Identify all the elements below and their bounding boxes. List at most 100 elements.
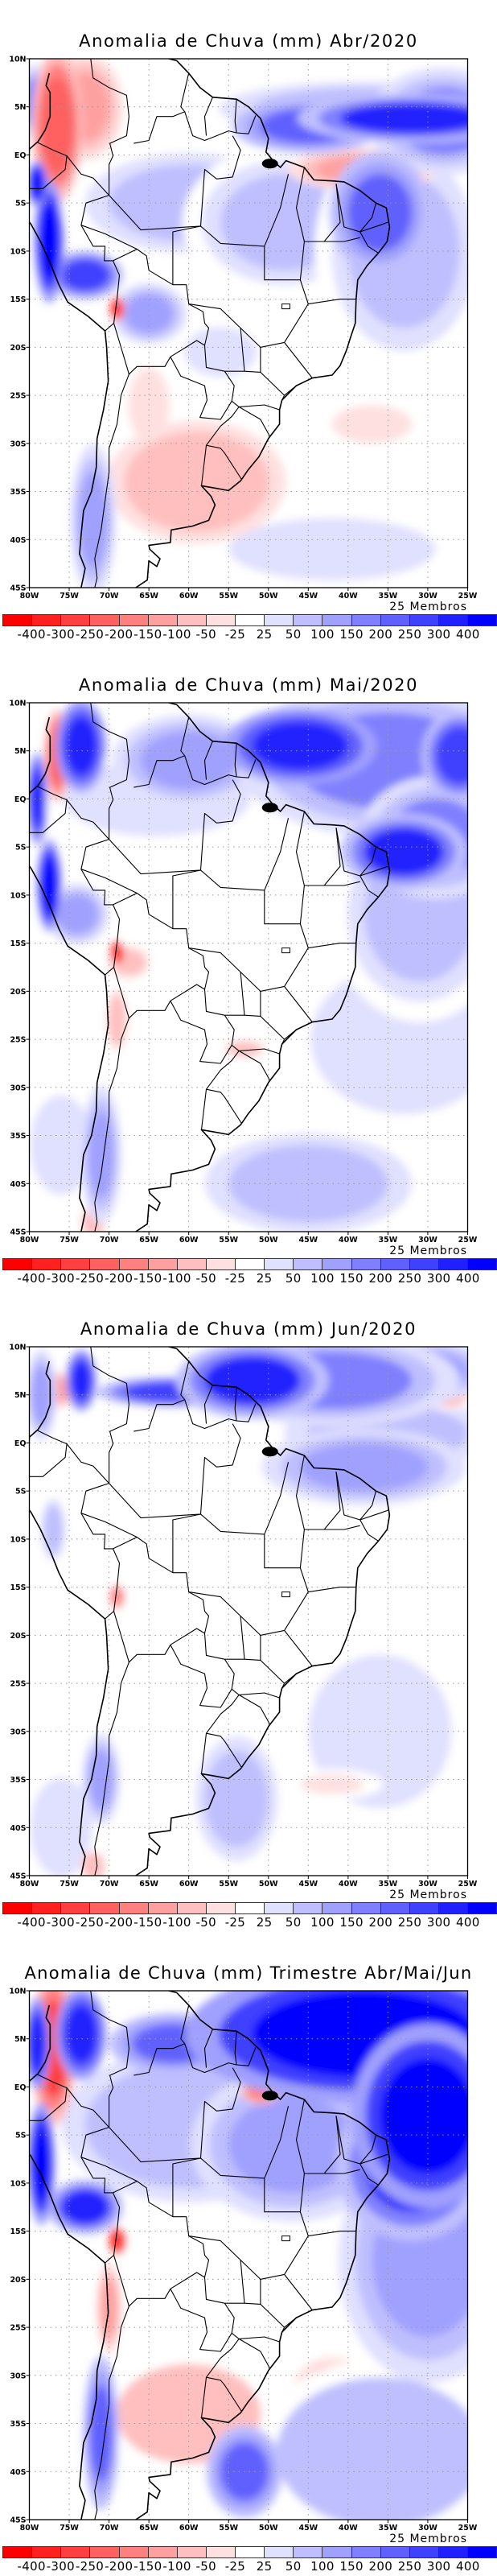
- colorbar-segment: [176, 2546, 206, 2558]
- political-border: [94, 1662, 129, 1876]
- anomaly-blob: [228, 2096, 356, 2193]
- colorbar-label: 25: [256, 2559, 273, 2574]
- lon-tick-label: 25W: [458, 592, 478, 601]
- colorbar-label: 300: [426, 627, 451, 642]
- political-border: [284, 342, 313, 378]
- colorbar-label: -50: [195, 1271, 216, 1286]
- political-border: [203, 741, 213, 780]
- lat-tick-label: 25S: [10, 1036, 26, 1045]
- lat-tick-label: 40S: [10, 1180, 26, 1189]
- lon-tick-label: 35W: [379, 2524, 398, 2533]
- colorbar-label: -150: [133, 1915, 162, 1930]
- political-border: [244, 1014, 297, 1040]
- lat-tick-label: 40S: [10, 1824, 26, 1833]
- colorbar-segment: [31, 2546, 61, 2558]
- political-border: [206, 400, 240, 446]
- colorbar-segment: [351, 614, 380, 626]
- lat-tick-label: 30S: [10, 2372, 26, 2380]
- lat-tick-label: 35S: [10, 1776, 26, 1785]
- political-border: [244, 370, 297, 396]
- political-border: [184, 2043, 257, 2074]
- colorbar-segment: [118, 1902, 148, 1914]
- political-border: [200, 2376, 242, 2418]
- political-border: [184, 755, 257, 786]
- colorbar-label: -300: [46, 1271, 75, 1286]
- political-border: [295, 811, 305, 886]
- anomaly-blob: [204, 1356, 301, 1405]
- anomaly-blob: [300, 2394, 460, 2511]
- lon-tick-label: 30W: [418, 2524, 437, 2533]
- political-border: [281, 1682, 285, 1689]
- colorbar-label: 250: [397, 2559, 422, 2574]
- political-border: [281, 1038, 285, 1045]
- colorbar-label: -400: [17, 2559, 46, 2574]
- lon-tick-label: 40W: [339, 2524, 358, 2533]
- anomaly-blob: [133, 2375, 245, 2453]
- lat-tick-label: 40S: [10, 2468, 26, 2477]
- colorbar-segment: [467, 2546, 497, 2558]
- anomaly-blob: [252, 525, 413, 574]
- colorbar-segment: [322, 614, 351, 626]
- political-border: [80, 195, 121, 332]
- colorbar-label: 25: [256, 1271, 273, 1286]
- lon-tick-label: 55W: [219, 2524, 238, 2533]
- colorbar-label: -150: [133, 2559, 162, 2574]
- coastline-west: [29, 72, 109, 588]
- lon-tick-label: 60W: [179, 2524, 199, 2533]
- colorbar-segment: [147, 1902, 177, 1914]
- colorbar-segment: [205, 1258, 235, 1270]
- political-border: [170, 2277, 235, 2352]
- colorbar-label: 400: [456, 627, 480, 642]
- colorbar-label: -250: [75, 627, 105, 642]
- political-border: [29, 2074, 68, 2121]
- anomaly-blob: [380, 2058, 468, 2174]
- anomaly-blob: [192, 332, 249, 372]
- colorbar-label: -50: [195, 1915, 216, 1930]
- lon-tick-label: 40W: [339, 592, 358, 601]
- political-border: [170, 345, 235, 420]
- colorbar-segment: [2, 614, 32, 626]
- political-border: [308, 943, 356, 949]
- lat-tick-label: 10N: [9, 1988, 26, 1996]
- lat-tick-label: 45S: [10, 584, 26, 593]
- colorbar-segment: [322, 1902, 351, 1914]
- political-border: [133, 716, 190, 788]
- lon-tick-label: 50W: [259, 1880, 278, 1889]
- lon-tick-label: 35W: [379, 1880, 398, 1889]
- colorbar-segment: [264, 1258, 294, 1270]
- colorbar-label: 50: [285, 2559, 302, 2574]
- political-border: [200, 1732, 242, 1774]
- colorbar-label: 250: [397, 1915, 422, 1930]
- colorbar-segment: [467, 1258, 497, 1270]
- anomaly-blob: [364, 828, 444, 877]
- colorbar-segment: [235, 614, 265, 626]
- lon-tick-label: 65W: [139, 1880, 158, 1889]
- colorbar-segment: [264, 2546, 294, 2558]
- anomaly-blob: [41, 77, 73, 175]
- political-border: [90, 59, 129, 196]
- political-border: [184, 111, 257, 142]
- colorbar-segment: [2, 1258, 32, 1270]
- political-border: [244, 1658, 297, 1684]
- colorbar-label: 50: [285, 627, 302, 642]
- lon-tick-label: 55W: [219, 1880, 238, 1889]
- coastline-north: [96, 59, 97, 60]
- map-frame: [28, 58, 469, 588]
- political-border: [238, 1050, 271, 1081]
- lat-tick-label: 5S: [15, 2132, 27, 2140]
- colorbar-segment: [409, 1902, 438, 1914]
- lat-tick-label: 5N: [14, 2035, 27, 2044]
- political-border: [66, 799, 110, 840]
- lon-tick-label: 80W: [20, 592, 39, 601]
- colorbar-segment: [2, 1902, 32, 1914]
- colorbar-label: -400: [17, 1271, 46, 1286]
- lat-tick-label: EQ: [14, 2083, 27, 2092]
- panel-title: Anomalia de Chuva (mm) Jun/2020: [80, 1319, 417, 1339]
- political-border: [238, 406, 271, 437]
- colorbar-segment: [147, 1258, 177, 1270]
- colorbar-label: -200: [105, 1271, 133, 1286]
- political-border: [324, 1525, 360, 1530]
- colorbar-label: -400: [17, 627, 46, 642]
